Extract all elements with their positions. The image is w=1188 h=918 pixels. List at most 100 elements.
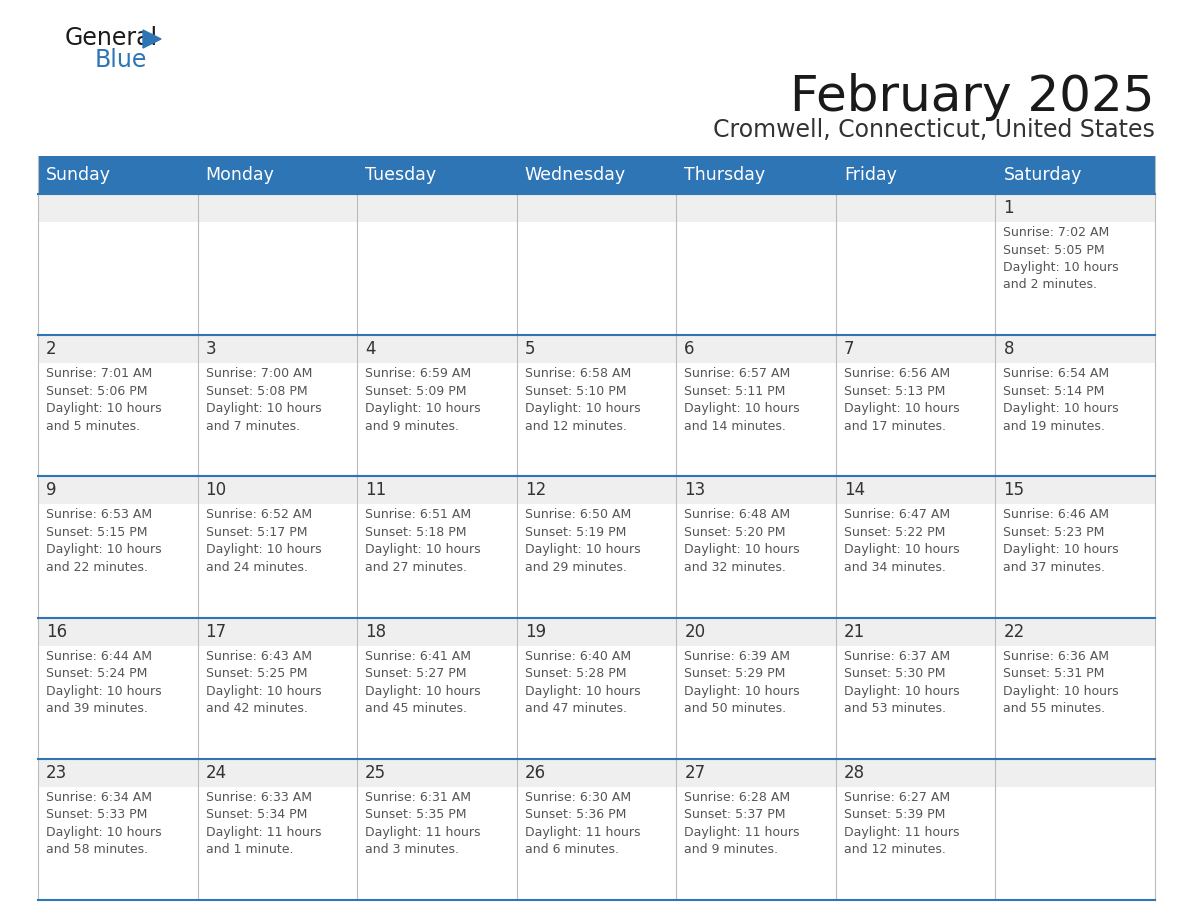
Text: and 53 minutes.: and 53 minutes.	[843, 702, 946, 715]
Bar	[38, 787, 197, 900]
Text: Daylight: 10 hours: Daylight: 10 hours	[365, 685, 481, 698]
Text: Daylight: 10 hours: Daylight: 10 hours	[1004, 685, 1119, 698]
Text: Daylight: 10 hours: Daylight: 10 hours	[525, 543, 640, 556]
Text: 11: 11	[365, 481, 386, 499]
Text: Daylight: 10 hours: Daylight: 10 hours	[843, 685, 960, 698]
Bar	[836, 759, 996, 900]
Text: Daylight: 10 hours: Daylight: 10 hours	[684, 543, 800, 556]
Text: and 9 minutes.: and 9 minutes.	[365, 420, 459, 432]
Text: Sunrise: 7:00 AM: Sunrise: 7:00 AM	[206, 367, 312, 380]
Text: 28: 28	[843, 764, 865, 782]
Text: Sunrise: 6:36 AM: Sunrise: 6:36 AM	[1004, 650, 1110, 663]
Text: Sunset: 5:13 PM: Sunset: 5:13 PM	[843, 385, 946, 397]
Text: Sunset: 5:15 PM: Sunset: 5:15 PM	[46, 526, 147, 539]
Text: Sunset: 5:24 PM: Sunset: 5:24 PM	[46, 667, 147, 680]
Text: Sunset: 5:28 PM: Sunset: 5:28 PM	[525, 667, 626, 680]
Text: Sunset: 5:18 PM: Sunset: 5:18 PM	[365, 526, 467, 539]
Bar	[836, 476, 996, 618]
Bar	[676, 645, 836, 759]
Text: Sunrise: 6:54 AM: Sunrise: 6:54 AM	[1004, 367, 1110, 380]
Text: Daylight: 10 hours: Daylight: 10 hours	[1004, 543, 1119, 556]
Text: Daylight: 10 hours: Daylight: 10 hours	[525, 402, 640, 415]
Text: Sunset: 5:20 PM: Sunset: 5:20 PM	[684, 526, 785, 539]
Text: and 12 minutes.: and 12 minutes.	[525, 420, 626, 432]
Text: 6: 6	[684, 341, 695, 358]
Bar	[38, 194, 197, 335]
Text: 21: 21	[843, 622, 865, 641]
Bar	[517, 787, 676, 900]
Text: Daylight: 10 hours: Daylight: 10 hours	[843, 402, 960, 415]
Text: 27: 27	[684, 764, 706, 782]
Bar	[676, 504, 836, 618]
Text: and 58 minutes.: and 58 minutes.	[46, 844, 148, 856]
Text: Sunrise: 6:28 AM: Sunrise: 6:28 AM	[684, 790, 790, 804]
Text: Sunrise: 6:34 AM: Sunrise: 6:34 AM	[46, 790, 152, 804]
Text: and 2 minutes.: and 2 minutes.	[1004, 278, 1098, 292]
Text: Daylight: 10 hours: Daylight: 10 hours	[843, 543, 960, 556]
Text: Sunset: 5:09 PM: Sunset: 5:09 PM	[365, 385, 467, 397]
Text: Sunset: 5:25 PM: Sunset: 5:25 PM	[206, 667, 307, 680]
Text: and 24 minutes.: and 24 minutes.	[206, 561, 308, 574]
Bar	[996, 618, 1155, 759]
Text: Tuesday: Tuesday	[365, 166, 436, 184]
Text: Sunrise: 6:30 AM: Sunrise: 6:30 AM	[525, 790, 631, 804]
Text: 19: 19	[525, 622, 545, 641]
Text: Sunset: 5:29 PM: Sunset: 5:29 PM	[684, 667, 785, 680]
Bar	[197, 759, 358, 900]
Text: Sunrise: 6:41 AM: Sunrise: 6:41 AM	[365, 650, 472, 663]
Text: 2: 2	[46, 341, 57, 358]
Bar	[996, 364, 1155, 476]
Text: and 5 minutes.: and 5 minutes.	[46, 420, 140, 432]
Bar	[836, 194, 996, 335]
Text: Sunrise: 6:43 AM: Sunrise: 6:43 AM	[206, 650, 311, 663]
Text: 7: 7	[843, 341, 854, 358]
Bar	[358, 618, 517, 759]
Text: and 47 minutes.: and 47 minutes.	[525, 702, 627, 715]
Text: 17: 17	[206, 622, 227, 641]
Text: Daylight: 11 hours: Daylight: 11 hours	[365, 826, 481, 839]
Text: and 27 minutes.: and 27 minutes.	[365, 561, 467, 574]
Text: Sunset: 5:10 PM: Sunset: 5:10 PM	[525, 385, 626, 397]
Text: Sunset: 5:31 PM: Sunset: 5:31 PM	[1004, 667, 1105, 680]
Text: and 29 minutes.: and 29 minutes.	[525, 561, 626, 574]
Text: Daylight: 11 hours: Daylight: 11 hours	[206, 826, 321, 839]
Text: and 3 minutes.: and 3 minutes.	[365, 844, 459, 856]
Text: Sunset: 5:06 PM: Sunset: 5:06 PM	[46, 385, 147, 397]
Text: Daylight: 10 hours: Daylight: 10 hours	[46, 826, 162, 839]
Bar	[676, 476, 836, 618]
Bar	[197, 476, 358, 618]
Bar	[38, 504, 197, 618]
Bar	[517, 504, 676, 618]
Text: Sunrise: 6:58 AM: Sunrise: 6:58 AM	[525, 367, 631, 380]
Text: and 19 minutes.: and 19 minutes.	[1004, 420, 1105, 432]
Text: 18: 18	[365, 622, 386, 641]
Text: and 45 minutes.: and 45 minutes.	[365, 702, 467, 715]
Bar	[836, 618, 996, 759]
Text: 25: 25	[365, 764, 386, 782]
Text: Sunrise: 6:27 AM: Sunrise: 6:27 AM	[843, 790, 950, 804]
Bar	[836, 787, 996, 900]
Bar	[38, 645, 197, 759]
Bar	[38, 335, 197, 476]
Text: Daylight: 10 hours: Daylight: 10 hours	[46, 402, 162, 415]
Bar	[996, 222, 1155, 335]
Polygon shape	[143, 30, 162, 48]
Bar	[836, 364, 996, 476]
Bar	[517, 335, 676, 476]
Text: and 7 minutes.: and 7 minutes.	[206, 420, 299, 432]
Bar	[358, 476, 517, 618]
Text: 26: 26	[525, 764, 545, 782]
Bar	[517, 194, 676, 335]
Text: 5: 5	[525, 341, 536, 358]
Text: Sunrise: 6:50 AM: Sunrise: 6:50 AM	[525, 509, 631, 521]
Text: Sunset: 5:23 PM: Sunset: 5:23 PM	[1004, 526, 1105, 539]
Text: Sunset: 5:37 PM: Sunset: 5:37 PM	[684, 809, 785, 822]
Text: Sunset: 5:33 PM: Sunset: 5:33 PM	[46, 809, 147, 822]
Text: Sunset: 5:39 PM: Sunset: 5:39 PM	[843, 809, 946, 822]
Text: Saturday: Saturday	[1004, 166, 1082, 184]
Text: Sunset: 5:35 PM: Sunset: 5:35 PM	[365, 809, 467, 822]
Text: Daylight: 10 hours: Daylight: 10 hours	[684, 402, 800, 415]
Text: 13: 13	[684, 481, 706, 499]
Text: and 14 minutes.: and 14 minutes.	[684, 420, 786, 432]
Text: Daylight: 10 hours: Daylight: 10 hours	[684, 685, 800, 698]
